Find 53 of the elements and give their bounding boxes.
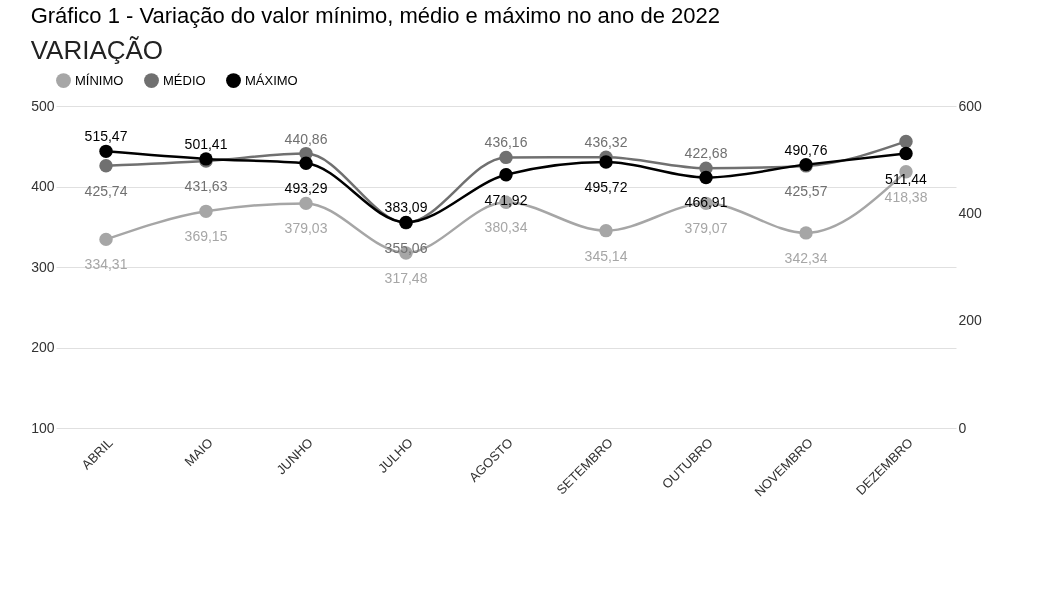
y-tick-label: 300 [31, 258, 55, 275]
data-label: 436,16 [484, 134, 528, 151]
data-label: 493,29 [284, 180, 328, 197]
chart-title: Gráfico 1 - Variação do valor mínimo, médio e máximo no ano de 2022 [30, 3, 720, 28]
point [99, 232, 113, 247]
data-label: 501,41 [184, 135, 228, 152]
legend-label: MÁXIMO [245, 72, 298, 88]
data-label: 345,14 [584, 247, 628, 264]
data-label: 369,15 [184, 228, 228, 245]
data-label: 342,34 [784, 249, 828, 266]
data-label: 431,63 [184, 178, 228, 195]
data-label: 317,48 [384, 269, 428, 286]
data-label: 334,31 [84, 256, 128, 273]
legend-label: MÉDIO [163, 72, 206, 88]
point [499, 150, 513, 165]
data-label: 379,03 [284, 220, 328, 237]
y-tick-label: 400 [31, 178, 55, 194]
point [699, 170, 713, 185]
data-label: 495,72 [584, 178, 628, 195]
point [99, 159, 113, 173]
y-tick-label: 200 [31, 339, 55, 355]
point [799, 226, 813, 240]
legend-label: MÍNIMO [75, 72, 124, 88]
point [299, 196, 313, 211]
data-label: 379,07 [684, 220, 728, 237]
data-label: 425,57 [784, 182, 828, 199]
data-label: 383,09 [384, 199, 428, 216]
data-label: 418,38 [884, 188, 928, 205]
point [499, 168, 513, 182]
chart-subtitle: VARIAÇÃO [30, 35, 164, 65]
data-label: 422,68 [684, 145, 728, 162]
data-label: 471,92 [484, 191, 528, 208]
data-label: 490,76 [784, 141, 828, 158]
y2-tick-label: 0 [958, 419, 967, 436]
point [199, 204, 213, 219]
y-tick-label: 500 [31, 97, 55, 114]
y2-tick-label: 400 [958, 204, 983, 221]
point [599, 155, 613, 169]
data-label: 440,86 [284, 130, 328, 147]
data-label: 436,32 [584, 134, 628, 151]
data-label: 425,74 [84, 182, 128, 199]
y-tick-label: 100 [31, 419, 55, 436]
point [899, 134, 913, 149]
data-label: 380,34 [484, 219, 528, 236]
point [99, 144, 113, 159]
point [299, 156, 313, 170]
y2-tick-label: 600 [958, 97, 983, 114]
data-label: 511,44 [885, 170, 928, 187]
data-label: 515,47 [84, 128, 128, 145]
point [599, 223, 613, 238]
point [899, 146, 913, 161]
data-label: 466,91 [684, 194, 728, 211]
y2-tick-label: 200 [958, 312, 983, 329]
